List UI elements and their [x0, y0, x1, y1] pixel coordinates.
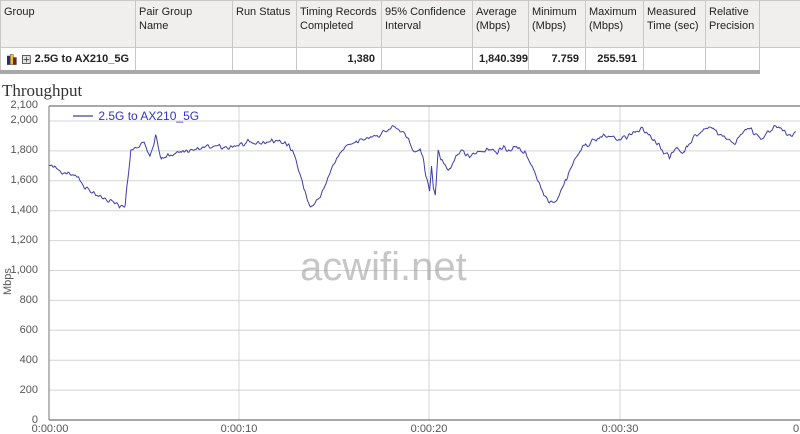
- svg-text:acwifi.net: acwifi.net: [300, 245, 467, 289]
